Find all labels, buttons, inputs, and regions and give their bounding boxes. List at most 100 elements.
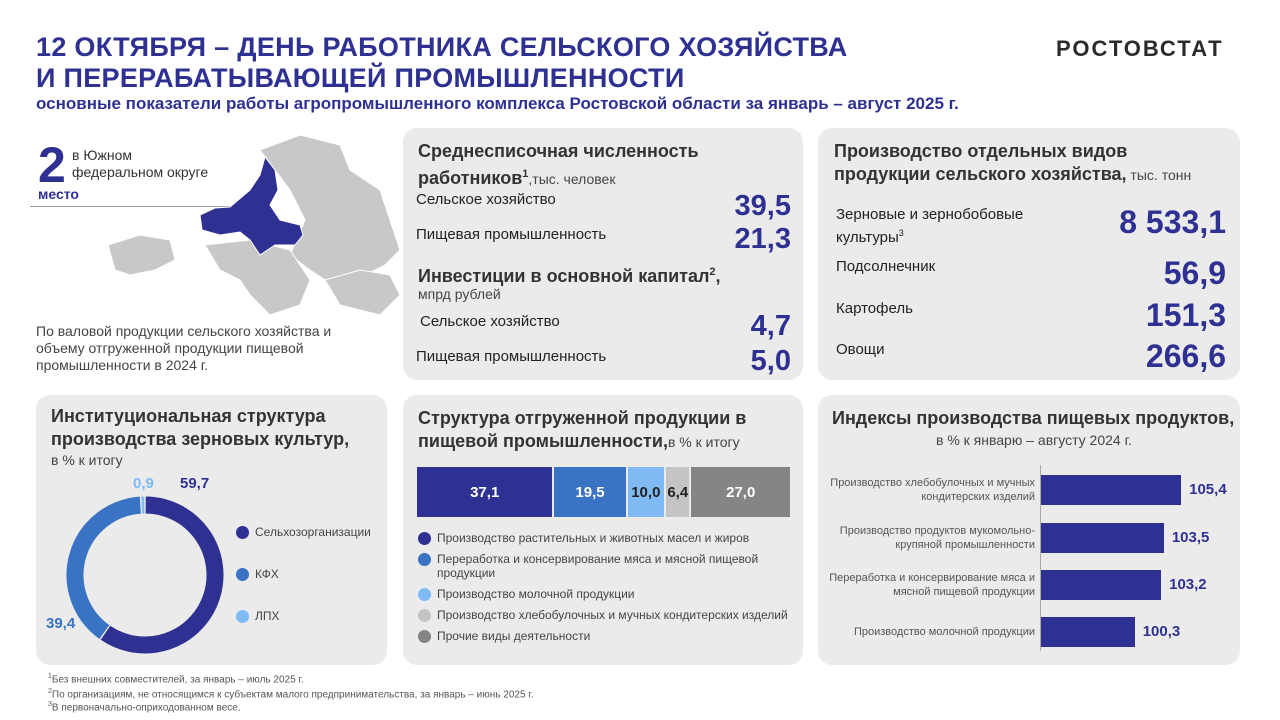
donut-slice xyxy=(66,496,142,639)
stacked-segment: 37,1 xyxy=(417,467,553,517)
index-value-label: 105,4 xyxy=(1189,481,1227,498)
index-subtitle: в % к январю – августу 2024 г. xyxy=(936,432,1132,448)
footnote-text: По организациям, не относящимся к субъек… xyxy=(51,689,534,701)
footnote-text: Без внешних совместителей, за январь – и… xyxy=(51,674,304,686)
footnote-3: 3В первоначально-оприходованном весе. xyxy=(48,701,241,714)
donut-chart xyxy=(66,496,224,654)
food-index-panel: Индексы производства пищевых продуктов, … xyxy=(818,395,1240,665)
production-title-2: продукции сельского хозяйства, xyxy=(834,164,1127,184)
stacked-segment: 19,5 xyxy=(554,467,626,517)
legend-item: КФХ xyxy=(236,567,371,581)
grain-structure-panel: Институциональная структура производства… xyxy=(36,395,387,665)
legend-label: Производство растительных и животных мас… xyxy=(437,531,750,545)
donut-legend: Сельхозорганизации КФХ ЛПХ xyxy=(236,525,371,623)
footnote-1: 1Без внешних совместителей, за январь – … xyxy=(48,673,304,686)
legend-dot xyxy=(236,526,249,539)
legend-item: Прочие виды деятельности xyxy=(418,629,798,643)
production-label: Картофель xyxy=(836,300,913,317)
production-unit: тыс. тонн xyxy=(1126,167,1192,183)
stacked-segment: 10,0 xyxy=(627,467,665,517)
title-line-1: 12 ОКТЯБРЯ – ДЕНЬ РАБОТНИКА СЕЛЬСКОГО ХО… xyxy=(36,32,848,62)
index-category-label: Производство молочной продукции xyxy=(853,626,1035,638)
legend-item: Производство хлебобулочных и мучных конд… xyxy=(418,608,798,622)
segment-label: 6,4 xyxy=(667,483,689,501)
workers-value: 39,5 xyxy=(734,190,791,222)
title-line-2: И ПЕРЕРАБАТЫВАЮЩЕЙ ПРОМЫШЛЕННОСТИ xyxy=(36,63,685,93)
index-bars: 105,4 Производство хлебобулочных и мучных… xyxy=(818,395,1240,665)
production-value: 8 533,1 xyxy=(1119,204,1226,240)
index-value-label: 103,2 xyxy=(1169,576,1207,593)
index-category-label: Производство продуктов мукомольно-крупян… xyxy=(839,525,1035,551)
workers-title-1: Среднесписочная численность xyxy=(418,141,699,161)
legend-label: ЛПХ xyxy=(255,609,280,623)
stacked-segment: 6,4 xyxy=(666,467,690,517)
legend-dot xyxy=(236,610,249,623)
footnote-2: 2По организациям, не относящимся к субъе… xyxy=(48,688,534,701)
legend-dot xyxy=(418,532,431,545)
page-title: 12 ОКТЯБРЯ – ДЕНЬ РАБОТНИКА СЕЛЬСКОГО ХО… xyxy=(36,32,848,94)
divider xyxy=(30,206,230,207)
workers-unit: ,тыс. человек xyxy=(528,171,616,187)
index-bar xyxy=(1041,523,1164,553)
index-axis xyxy=(1040,465,1041,651)
investments-label: Сельское хозяйство xyxy=(420,313,560,330)
donut-label: 39,4 xyxy=(46,615,76,632)
donut-subtitle: в % к итогу xyxy=(51,452,123,468)
legend-label: Прочие виды деятельности xyxy=(437,629,591,643)
stacked-segment: 27,0 xyxy=(691,467,790,517)
workers-label: Сельское хозяйство xyxy=(416,191,556,208)
workers-title-2: работников xyxy=(418,168,523,188)
food-structure-panel: Структура отгруженной продукции в пищево… xyxy=(403,395,803,665)
legend-label: Производство хлебобулочных и мучных конд… xyxy=(437,608,788,622)
footnote-ref: 2 xyxy=(709,266,716,278)
index-title-text: Индексы производства пищевых продуктов, xyxy=(832,408,1235,428)
production-value: 56,9 xyxy=(1163,255,1226,291)
production-panel: Производство отдельных видов продукции се… xyxy=(818,128,1240,380)
donut-slice xyxy=(100,496,224,654)
investments-value: 4,7 xyxy=(750,310,791,342)
segment-label: 27,0 xyxy=(726,483,756,501)
legend-item: Производство молочной продукции xyxy=(418,587,798,601)
footnote-ref: 3 xyxy=(898,228,904,238)
index-bar xyxy=(1041,617,1135,647)
logo: РОСТОВСТАТ xyxy=(1056,36,1224,61)
investments-title: Инвестиции в основной капитал2, xyxy=(418,266,721,286)
production-label: Овощи xyxy=(836,341,885,358)
investments-label: Пищевая промышленность xyxy=(416,348,607,365)
production-label-text: Зерновые и зернобобовые культуры xyxy=(836,206,1024,246)
rank-description: По валовой продукции сельского хозяйства… xyxy=(36,323,332,373)
index-value-label: 103,5 xyxy=(1171,529,1210,546)
index-bar xyxy=(1041,570,1162,600)
legend-label: Производство молочной продукции xyxy=(437,587,635,601)
production-label: Зерновые и зернобобовые культуры3 xyxy=(836,206,1036,247)
index-bar xyxy=(1041,475,1182,505)
stacked-title-text: Структура отгруженной продукции в пищево… xyxy=(418,408,747,451)
legend-label: КФХ xyxy=(255,567,279,581)
workers-title: Среднесписочная численность работников1,т… xyxy=(418,140,699,191)
segment-label: 19,5 xyxy=(575,483,605,501)
workers-label: Пищевая промышленность xyxy=(416,226,607,243)
region-map xyxy=(107,134,400,316)
footnote-text: В первоначально-оприходованном весе. xyxy=(51,702,241,714)
investments-unit: мпрд рублей xyxy=(418,286,501,302)
donut-label: 59,7 xyxy=(180,475,210,492)
rank-number: 2 xyxy=(38,137,66,193)
index-category-label: Переработка и консервирование мяса и мяс… xyxy=(829,572,1035,598)
stacked-legend: Производство растительных и животных мас… xyxy=(418,531,798,643)
donut-label: 0,9 xyxy=(133,475,154,492)
workers-value: 21,3 xyxy=(734,223,791,255)
rank-text-2: федеральном округе xyxy=(72,164,209,180)
legend-label: Переработка и консервирование мяса и мяс… xyxy=(437,552,759,580)
investments-value: 5,0 xyxy=(750,345,791,377)
production-label: Подсолнечник xyxy=(836,258,936,275)
legend-item: ЛПХ xyxy=(236,609,371,623)
map-region-other xyxy=(324,269,400,316)
footnote-ref: 1 xyxy=(522,168,529,180)
legend-item: Сельхозорганизации xyxy=(236,525,371,539)
legend-dot xyxy=(418,588,431,601)
investments-title-text: Инвестиции в основной капитал xyxy=(418,266,710,286)
stacked-subtitle: в % к итогу xyxy=(667,434,740,450)
rank-text: в Южном федеральном округе xyxy=(72,147,208,181)
segment-label: 10,0 xyxy=(631,483,661,501)
legend-item: Переработка и консервирование мяса и мяс… xyxy=(418,552,798,580)
